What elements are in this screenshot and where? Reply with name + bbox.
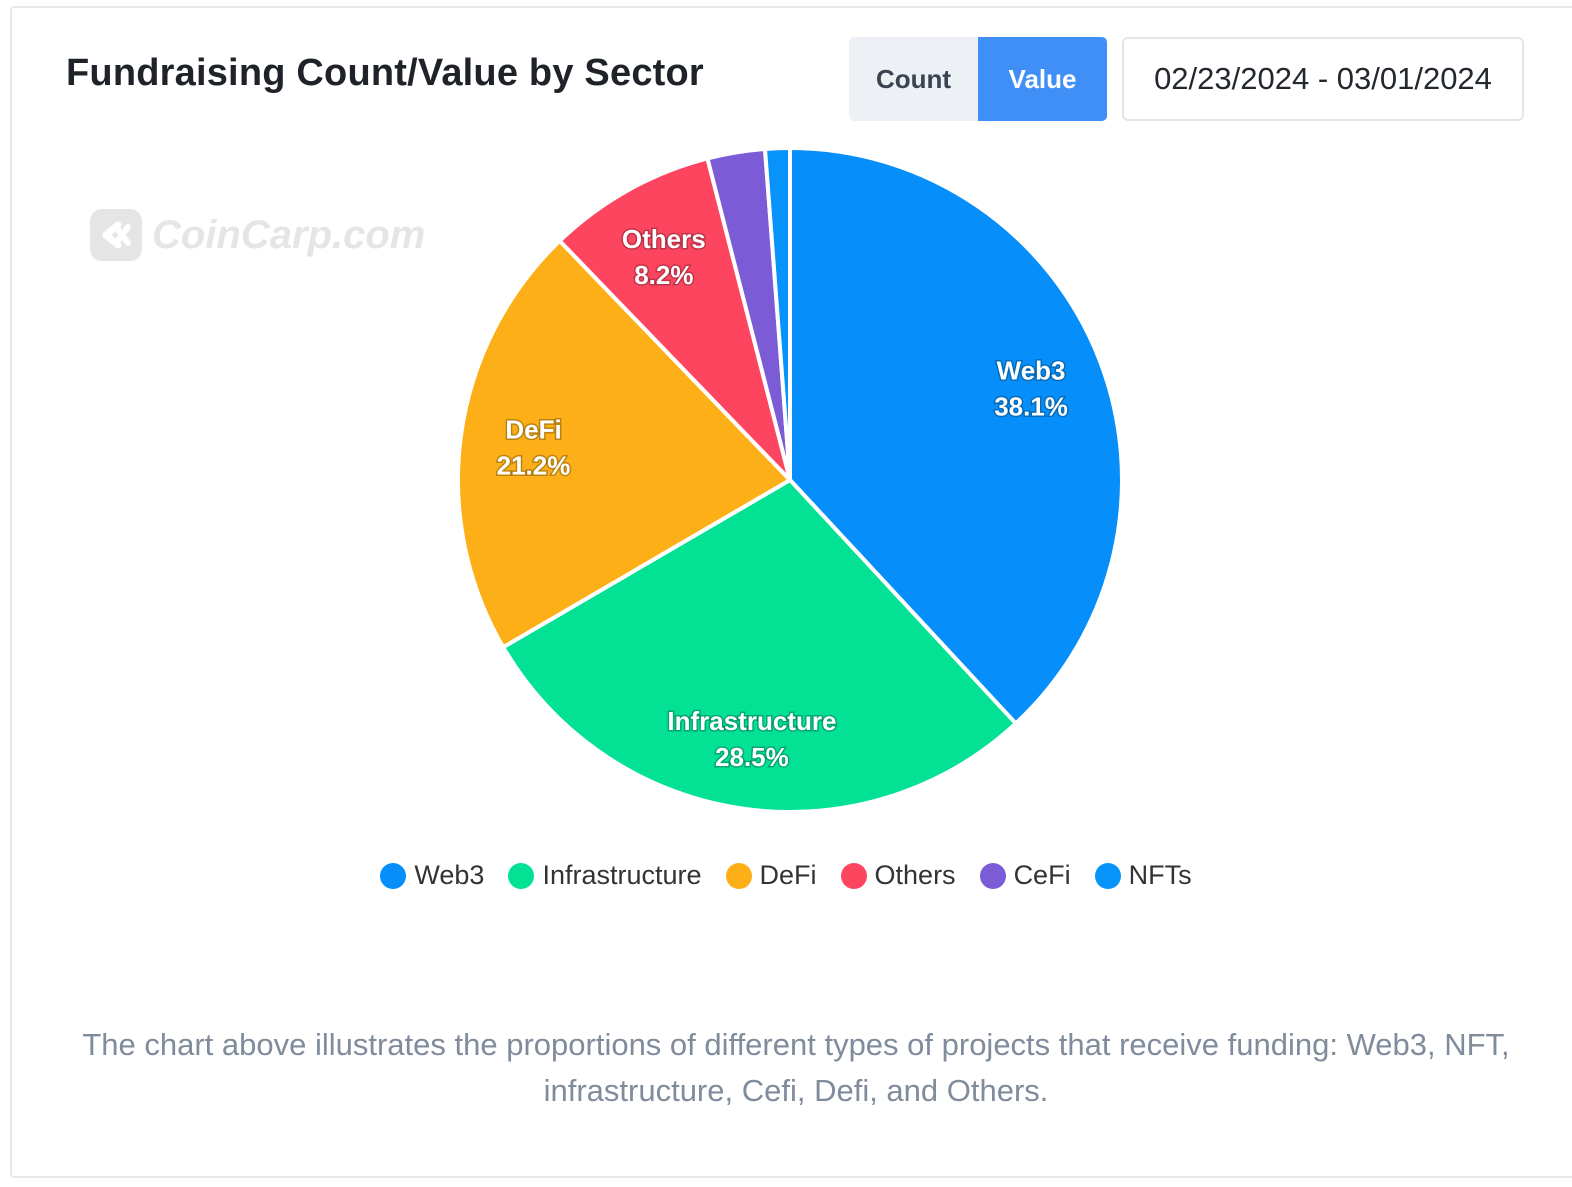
slice-label-defi: DeFi 21.2% [497,414,571,480]
pie-slice-web3[interactable] [788,146,1124,726]
count-value-toggle[interactable]: Count Value [849,37,1107,121]
legend-item-defi[interactable]: DeFi [725,860,817,891]
legend-label: Infrastructure [542,860,702,890]
slice-label-percent: 38.1% [994,391,1068,421]
pie-slice-nfts[interactable] [762,146,792,482]
count-toggle-button[interactable]: Count [849,37,978,121]
slice-label-others: Others 8.2% [622,224,706,290]
slice-label-name: Web3 [997,355,1066,385]
legend-dot-icon [840,862,867,889]
legend-item-others[interactable]: Others [840,860,956,891]
legend-label: DeFi [759,860,817,890]
slice-label-percent: 28.5% [715,742,789,772]
coincarp-logo-icon [90,209,142,261]
legend-label: CeFi [1013,860,1071,890]
legend-label: Others [874,860,956,890]
watermark-text: CoinCarp.com [152,212,426,257]
legend-item-nfts[interactable]: NFTs [1094,860,1192,891]
legend-dot-icon [1094,862,1121,889]
watermark: CoinCarp.com [88,207,425,263]
slice-label-percent: 8.2% [634,260,693,290]
slice-label-name: Infrastructure [667,706,836,736]
pie-slice-defi[interactable] [456,238,792,650]
legend-dot-icon [725,862,752,889]
legend-dot-icon [380,862,407,889]
slice-label-percent: 21.2% [497,450,571,480]
pie-slice-others[interactable] [557,156,792,482]
legend-dot-icon [979,862,1006,889]
chart-caption: The chart above illustrates the proporti… [82,1027,1510,1108]
legend-item-cefi[interactable]: CeFi [979,860,1071,891]
legend-label: Web3 [414,860,485,890]
page-title: Fundraising Count/Value by Sector [66,52,704,94]
pie-slice-infrastructure[interactable] [501,478,1018,814]
slice-label-name: Others [622,224,706,254]
chart-legend: Web3 Infrastructure DeFi Others CeFi NFTs [0,860,1572,891]
value-toggle-button[interactable]: Value [978,37,1107,121]
legend-label: NFTs [1128,860,1192,890]
slice-label-infrastructure: Infrastructure 28.5% [667,706,836,772]
date-range-picker[interactable]: 02/23/2024 - 03/01/2024 [1122,37,1524,121]
slice-label-name: DeFi [505,414,561,444]
legend-item-web3[interactable]: Web3 [380,860,484,891]
legend-dot-icon [508,862,535,889]
legend-item-infrastructure[interactable]: Infrastructure [508,860,702,891]
slice-label-web3: Web3 38.1% [994,355,1068,421]
